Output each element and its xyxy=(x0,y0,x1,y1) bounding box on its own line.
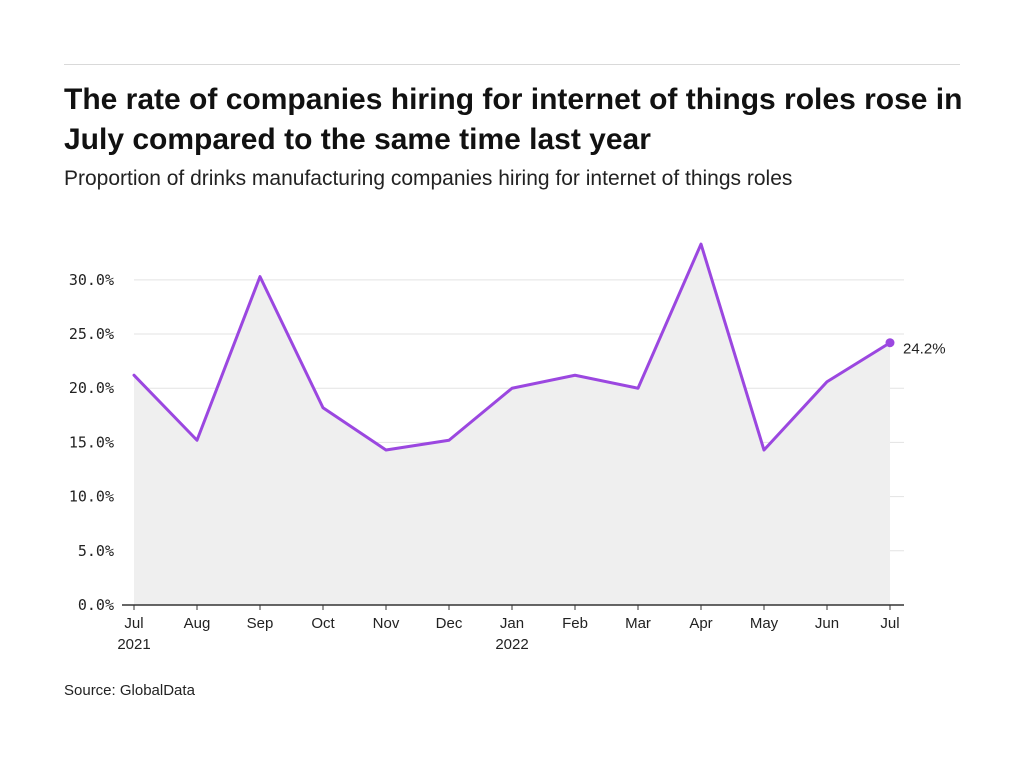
y-tick-label: 20.0% xyxy=(69,379,114,397)
x-axis xyxy=(122,604,904,610)
end-value-label: 24.2% xyxy=(903,341,946,358)
y-tick-label: 15.0% xyxy=(69,433,114,451)
y-tick-label: 5.0% xyxy=(78,542,114,560)
x-tick-label: Mar xyxy=(625,615,651,632)
x-tick-year-label: 2022 xyxy=(495,636,528,653)
x-tick-label: Aug xyxy=(184,615,211,632)
area-fill-layer xyxy=(134,244,890,605)
x-tick-label: Jul xyxy=(880,615,899,632)
y-tick-label: 25.0% xyxy=(69,325,114,343)
area-fill xyxy=(134,244,890,605)
x-tick-label: Feb xyxy=(562,615,588,632)
y-axis-tick-labels: 0.0% 5.0% 10.0% 15.0% 20.0% 25.0% 30.0% xyxy=(69,271,114,614)
x-tick-label: Apr xyxy=(689,615,712,632)
x-tick-label: Sep xyxy=(247,615,274,632)
x-axis-tick-labels: Jul 2021 Aug Sep Oct Nov Dec Jan 2022 Feb Mar Apr Ma… xyxy=(117,615,899,653)
x-tick-label: Nov xyxy=(373,615,400,632)
x-tick-label: Jun xyxy=(815,615,839,632)
data-labels: 24.2% xyxy=(903,341,946,358)
chart-subtitle: Proportion of drinks manufacturing compa… xyxy=(64,167,793,190)
x-tick-label: May xyxy=(750,615,779,632)
series-line xyxy=(132,242,892,452)
y-tick-label: 0.0% xyxy=(78,596,114,614)
y-tick-label: 10.0% xyxy=(69,488,114,506)
y-tick-label: 30.0% xyxy=(69,271,114,289)
chart-title: The rate of companies hiring for interne… xyxy=(64,83,963,156)
x-tick-label: Oct xyxy=(311,615,335,632)
x-tick-label: Jan xyxy=(500,615,524,632)
x-tick-year-label: 2021 xyxy=(117,636,150,653)
series-line-layer xyxy=(132,242,895,452)
top-rule xyxy=(64,64,960,65)
x-tick-label: Jul xyxy=(124,615,143,632)
source-note: Source: GlobalData xyxy=(64,682,195,699)
end-point-marker xyxy=(885,338,895,348)
x-tick-label: Dec xyxy=(436,615,463,632)
